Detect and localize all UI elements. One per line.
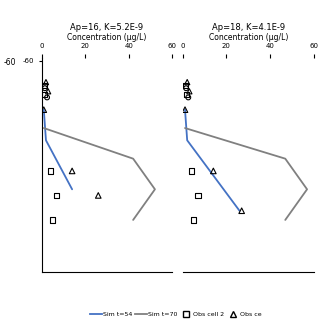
Point xyxy=(191,217,196,222)
X-axis label: Concentration (μg/L): Concentration (μg/L) xyxy=(209,33,288,42)
Point xyxy=(54,193,60,198)
Point xyxy=(42,92,47,97)
Point xyxy=(189,168,194,173)
Point xyxy=(187,89,192,94)
Point xyxy=(69,168,75,173)
Point xyxy=(41,107,46,112)
Text: -60: -60 xyxy=(3,58,16,67)
Point xyxy=(185,80,190,85)
Point xyxy=(184,92,189,97)
Point xyxy=(42,83,47,88)
Point xyxy=(184,86,189,91)
Point xyxy=(45,89,51,94)
Point xyxy=(42,86,47,91)
Point xyxy=(50,217,55,222)
Point xyxy=(196,193,201,198)
Title: Ap=16, K=5.2E-9: Ap=16, K=5.2E-9 xyxy=(70,23,144,32)
X-axis label: Concentration (μg/L): Concentration (μg/L) xyxy=(67,33,147,42)
Point xyxy=(183,83,188,88)
Legend: Sim t=54, Sim t=70, Obs cell 2, Obs ce: Sim t=54, Sim t=70, Obs cell 2, Obs ce xyxy=(90,311,262,317)
Point xyxy=(182,107,188,112)
Point xyxy=(239,208,244,213)
Point xyxy=(186,95,191,100)
Title: Ap=18, K=4.1E-9: Ap=18, K=4.1E-9 xyxy=(212,23,285,32)
Point xyxy=(44,95,50,100)
Point xyxy=(48,168,53,173)
Point xyxy=(44,80,49,85)
Point xyxy=(96,193,101,198)
Point xyxy=(211,168,216,173)
